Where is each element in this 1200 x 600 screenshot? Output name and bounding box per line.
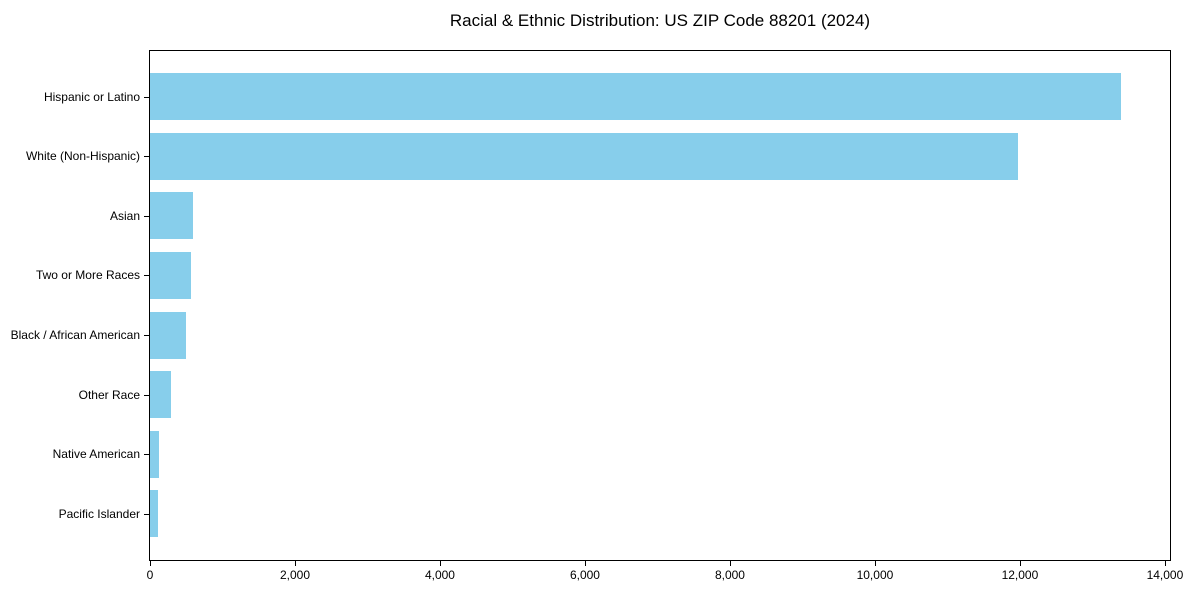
x-tick-mark — [874, 561, 876, 566]
bar-other-race — [150, 371, 171, 419]
y-tick-mark — [144, 275, 149, 277]
y-tick-mark — [144, 96, 149, 98]
y-tick-label-other-race: Other Race — [78, 387, 140, 402]
x-tick-label: 2,000 — [279, 568, 310, 582]
y-tick-mark — [144, 156, 149, 158]
x-tick-mark — [439, 561, 441, 566]
bar-asian — [150, 192, 193, 240]
y-tick-label-native-american: Native American — [52, 447, 140, 462]
chart-title: Racial & Ethnic Distribution: US ZIP Cod… — [449, 11, 871, 30]
y-tick-mark — [144, 454, 149, 456]
y-tick-label-black-african-american: Black / African American — [10, 328, 140, 343]
y-tick-mark — [144, 513, 149, 515]
x-tick-mark — [729, 561, 731, 566]
bar-hispanic-or-latino — [150, 73, 1122, 120]
y-tick-mark — [144, 394, 149, 396]
x-tick-mark — [584, 561, 586, 566]
plot-area — [149, 50, 1171, 561]
x-tick-label: 4,000 — [424, 568, 455, 582]
bar-black-african-american — [150, 311, 187, 359]
x-tick-label: 12,000 — [1001, 568, 1039, 582]
y-tick-label-white-non-hispanic: White (Non-Hispanic) — [25, 149, 140, 164]
bar-white-non-hispanic — [150, 132, 1019, 180]
y-tick-label-asian: Asian — [109, 208, 140, 223]
y-tick-label-two-or-more-races: Two or More Races — [35, 268, 140, 283]
y-tick-label-hispanic-or-latino: Hispanic or Latino — [43, 89, 140, 104]
bar-pacific-islander — [150, 490, 159, 538]
x-tick-label: 14,000 — [1146, 568, 1184, 582]
x-tick-mark — [1164, 561, 1166, 566]
x-tick-mark — [1019, 561, 1021, 566]
x-tick-label: 10,000 — [856, 568, 894, 582]
x-tick-label: 6,000 — [569, 568, 600, 582]
y-tick-mark — [144, 335, 149, 337]
y-tick-mark — [144, 215, 149, 217]
y-tick-label-pacific-islander: Pacific Islander — [58, 506, 140, 521]
x-tick-mark — [150, 561, 151, 566]
x-tick-label: 8,000 — [714, 568, 745, 582]
x-tick-mark — [294, 561, 296, 566]
bar-two-or-more-races — [150, 251, 191, 299]
bar-native-american — [150, 430, 160, 478]
x-tick-label: 0 — [146, 568, 154, 582]
